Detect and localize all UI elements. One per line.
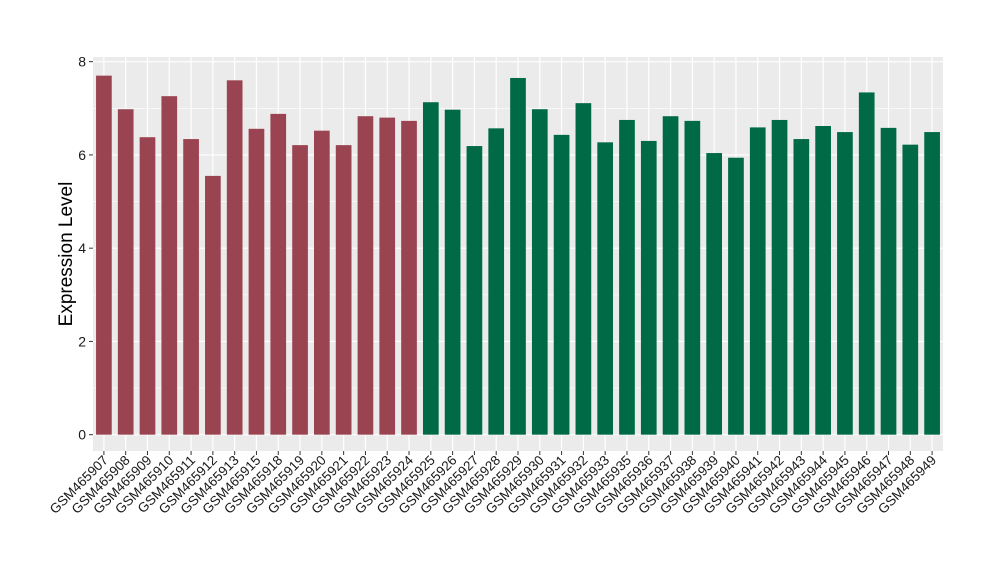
bar-GSM465931 xyxy=(553,134,570,435)
bar-GSM465922 xyxy=(357,116,374,435)
y-tick-label: 4 xyxy=(78,240,86,256)
bar-GSM465930 xyxy=(531,109,548,435)
bars xyxy=(96,75,940,435)
bar-GSM465927 xyxy=(466,146,483,435)
bar-GSM465941 xyxy=(749,127,766,435)
bar-GSM465948 xyxy=(902,144,919,435)
x-axis: GSM465907GSM465908GSM465909GSM465910GSM4… xyxy=(47,451,939,517)
bar-GSM465937 xyxy=(662,116,679,435)
bar-GSM465933 xyxy=(597,142,614,435)
bar-GSM465908 xyxy=(117,109,134,435)
bar-GSM465942 xyxy=(771,119,788,435)
bar-GSM465910 xyxy=(161,96,178,435)
bar-GSM465932 xyxy=(575,103,592,435)
y-tick-label: 0 xyxy=(78,427,86,443)
bar-GSM465913 xyxy=(226,80,243,435)
bar-GSM465925 xyxy=(422,102,439,435)
bar-GSM465921 xyxy=(335,145,352,435)
bar-GSM465945 xyxy=(837,132,853,435)
y-axis-label: Expression Level xyxy=(56,182,77,327)
y-tick-label: 6 xyxy=(78,147,86,163)
bar-GSM465909 xyxy=(139,137,156,435)
bar-GSM465940 xyxy=(728,157,744,435)
bar-GSM465929 xyxy=(510,77,526,435)
bar-GSM465939 xyxy=(706,153,722,435)
bar-GSM465944 xyxy=(815,126,831,435)
bar-GSM465928 xyxy=(488,128,505,435)
bar-GSM465926 xyxy=(444,109,461,435)
bar-GSM465946 xyxy=(858,92,875,435)
bar-GSM465920 xyxy=(314,130,330,435)
y-tick-label: 2 xyxy=(78,333,86,349)
bar-GSM465919 xyxy=(292,145,308,435)
bar-GSM465947 xyxy=(880,127,897,435)
bar-GSM465936 xyxy=(640,140,657,435)
bar-GSM465918 xyxy=(270,113,287,435)
bar-GSM465949 xyxy=(924,132,940,435)
bar-GSM465943 xyxy=(793,139,810,435)
bar-GSM465911 xyxy=(183,139,199,435)
bar-GSM465915 xyxy=(248,128,265,435)
y-axis: 0 2 4 6 8 xyxy=(78,54,93,443)
bar-GSM465912 xyxy=(205,175,221,435)
bar-GSM465907 xyxy=(96,75,112,435)
y-tick-label: 8 xyxy=(78,54,86,70)
bar-GSM465938 xyxy=(684,120,701,435)
bar-GSM465924 xyxy=(401,120,417,435)
bar-GSM465923 xyxy=(379,117,396,435)
bar-GSM465935 xyxy=(619,119,635,435)
